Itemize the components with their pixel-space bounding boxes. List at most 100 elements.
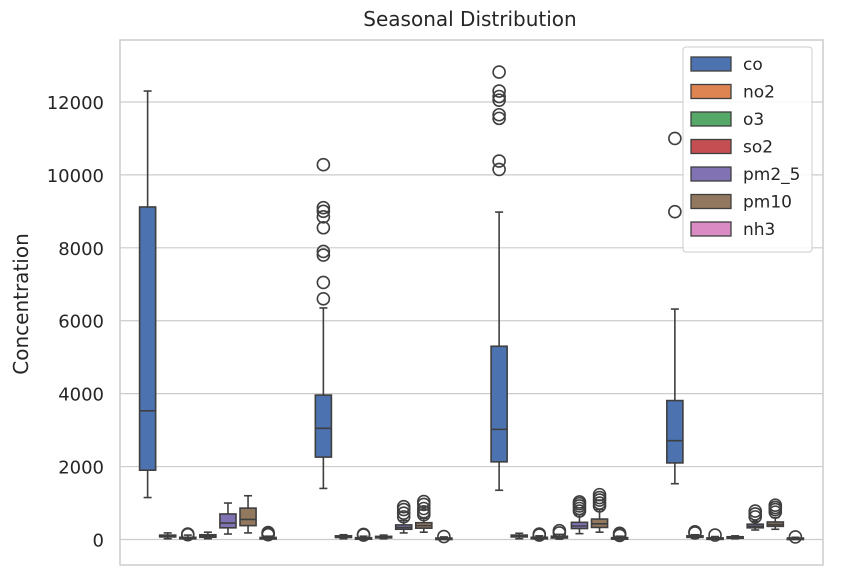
outlier-point (492, 107, 506, 122)
boxes (138, 65, 805, 544)
box-nh3-group-4 (786, 530, 805, 544)
outlier-point (492, 93, 506, 107)
legend-label-co: co (743, 55, 763, 75)
outlier-point (492, 89, 506, 104)
outlier-point (316, 244, 331, 259)
outlier-point (592, 487, 607, 502)
outlier-point (396, 506, 411, 521)
outlier-point (316, 157, 331, 172)
box-nh3-group-3 (610, 526, 629, 543)
y-axis-ticks: 0 2000 4000 6000 8000 10000 12000 (47, 93, 104, 552)
y-tick-label: 0 (93, 530, 104, 551)
box-iqr (138, 206, 157, 472)
outlier-point (708, 528, 722, 542)
box-so2-group-4 (726, 535, 744, 540)
outlier-point (532, 527, 547, 541)
legend-label-no2: no2 (743, 83, 775, 103)
y-axis-label: Concentration (9, 233, 33, 374)
box-iqr (219, 513, 237, 529)
legend-label-nh3: nh3 (743, 220, 775, 240)
box-co-group-3 (490, 65, 508, 492)
outlier-point (492, 111, 506, 126)
box-co-group-2 (314, 157, 333, 490)
legend-label-pm2_5: pm2_5 (743, 165, 800, 185)
legend-label-so2: so2 (743, 138, 773, 158)
outlier-point (356, 527, 371, 542)
outlier-point (552, 523, 567, 538)
box-pm10-group-2 (414, 494, 433, 533)
box-no2-group-2 (334, 533, 353, 540)
legend-swatch-nh3 (690, 221, 732, 237)
box-no2-group-4 (686, 525, 704, 540)
legend-items: co no2 o3 so2 pm2_5 pm10 nh3 (690, 55, 800, 240)
box-o3-group-3 (530, 527, 549, 542)
outlier-point (316, 292, 331, 306)
legend-swatch-co (690, 56, 732, 72)
legend-swatch-pm2_5 (690, 166, 732, 182)
box-so2-group-1 (199, 531, 217, 540)
y-tick-label: 10000 (47, 166, 104, 187)
outlier-point (396, 510, 411, 524)
outlier-point (668, 131, 682, 146)
outlier-point (416, 494, 431, 509)
y-tick-label: 8000 (58, 239, 104, 260)
outlier-point (612, 526, 627, 541)
box-pm2_5-group-1 (219, 502, 237, 535)
chart-title: Seasonal Distribution (363, 7, 576, 31)
box-pm10-group-1 (239, 494, 257, 534)
outlier-point (316, 248, 331, 262)
box-no2-group-1 (158, 532, 177, 540)
box-pm10-group-3 (590, 487, 609, 533)
box-pm10-group-4 (766, 498, 785, 531)
box-o3-group-1 (178, 527, 197, 542)
y-tick-label: 2000 (58, 458, 104, 479)
box-pm2_5-group-3 (570, 495, 589, 535)
outlier-point (316, 275, 331, 290)
box-iqr (666, 399, 684, 464)
outlier-point (492, 84, 506, 98)
outlier-point (492, 65, 506, 79)
outlier-point (768, 498, 783, 513)
outlier-point (748, 504, 763, 518)
box-co-group-1 (138, 90, 157, 499)
outlier-point (572, 495, 587, 509)
plot-area-frame (119, 39, 824, 566)
legend-swatch-pm10 (690, 193, 732, 210)
legend-label-pm10: pm10 (743, 193, 792, 213)
box-so2-group-2 (374, 534, 393, 540)
box-pm2_5-group-4 (746, 504, 765, 531)
box-nh3-group-2 (435, 529, 453, 544)
box-iqr (490, 345, 508, 463)
outlier-point (668, 204, 682, 219)
outlier-point (396, 499, 411, 514)
box-so2-group-3 (550, 523, 569, 540)
outlier-point (788, 530, 803, 544)
y-tick-label: 6000 (58, 312, 104, 333)
outlier-point (261, 525, 275, 540)
box-nh3-group-1 (259, 525, 277, 542)
box-o3-group-4 (706, 528, 724, 542)
y-tick-label: 12000 (47, 93, 104, 114)
outlier-point (416, 501, 431, 516)
outlier-point (437, 529, 451, 544)
legend-swatch-no2 (690, 83, 732, 100)
legend-label-o3: o3 (743, 110, 764, 130)
outlier-point (180, 527, 195, 541)
y-tick-label: 4000 (58, 385, 104, 406)
box-iqr (239, 507, 257, 527)
outlier-point (492, 162, 506, 177)
outlier-point (416, 504, 431, 519)
box-co-group-4 (666, 131, 684, 485)
box-no2-group-3 (510, 532, 529, 540)
legend-swatch-o3 (690, 111, 732, 127)
outlier-point (316, 200, 331, 215)
outlier-point (316, 210, 331, 224)
outlier-point (492, 154, 506, 168)
box-iqr (314, 394, 333, 458)
legend: co no2 o3 so2 pm2_5 pm10 nh3 (682, 46, 813, 253)
outlier-point (316, 220, 331, 235)
box-o3-group-2 (354, 527, 373, 542)
outlier-point (316, 204, 331, 219)
